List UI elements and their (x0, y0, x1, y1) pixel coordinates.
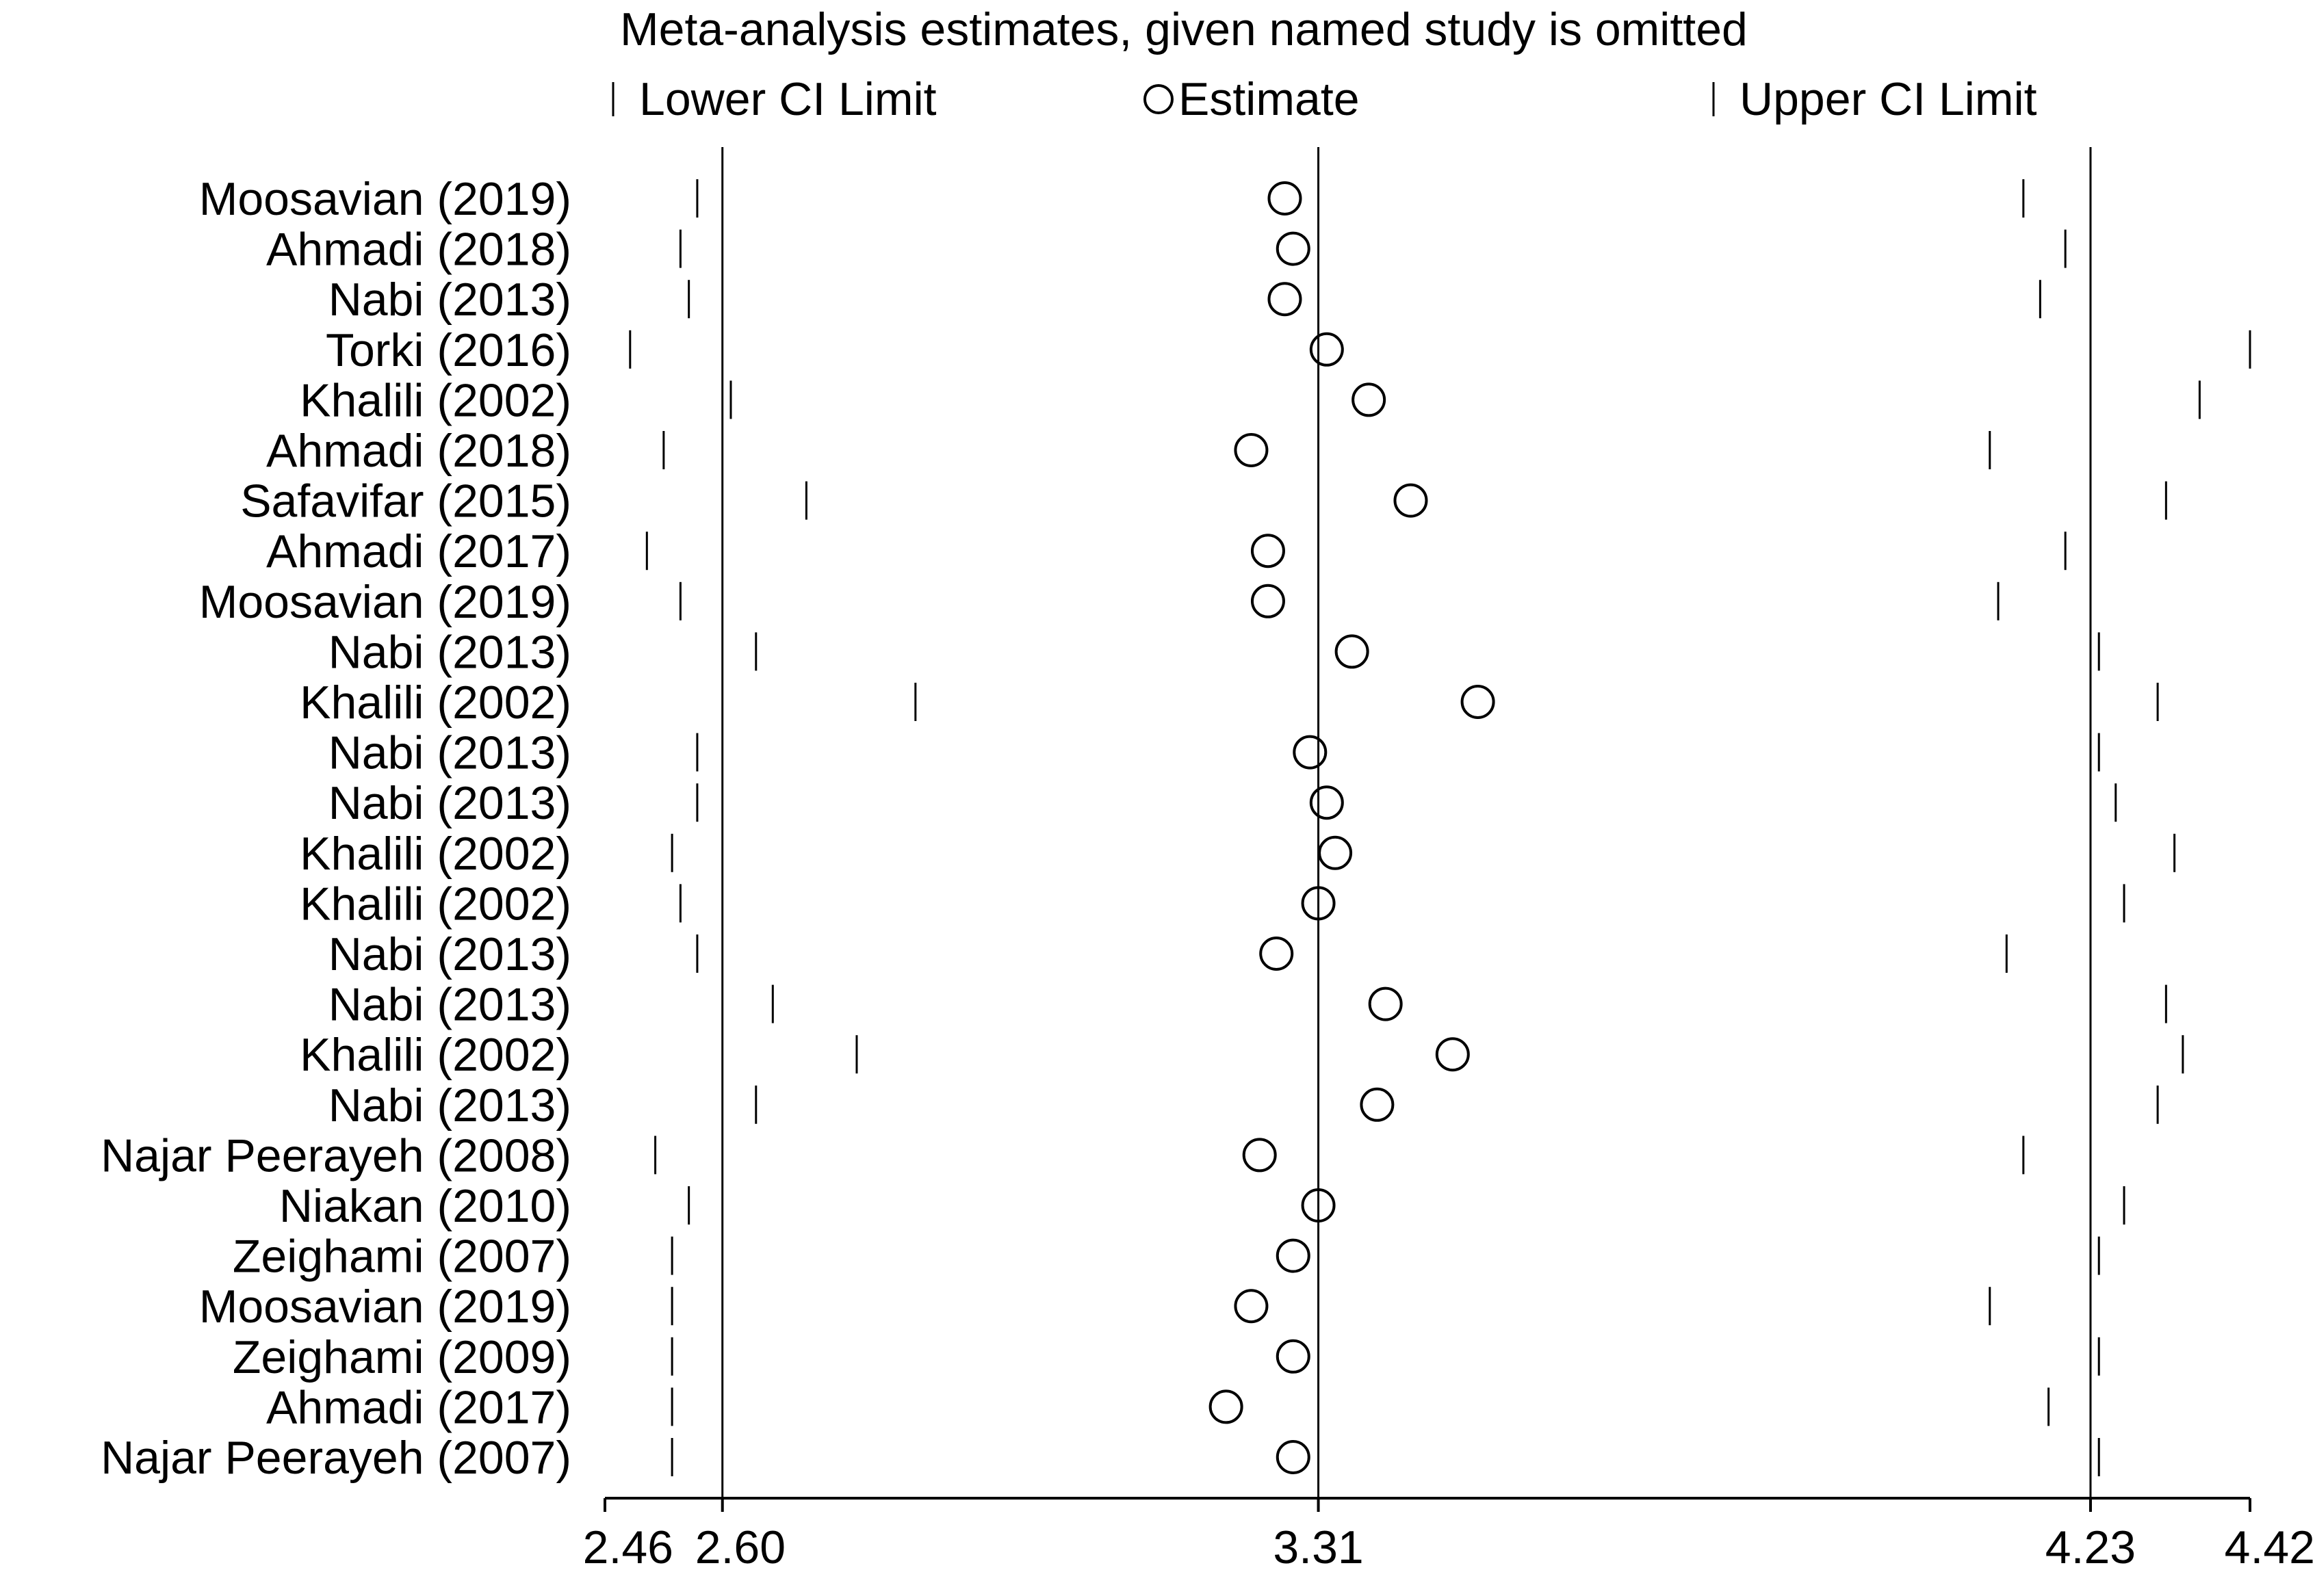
study-label: Zeighami (2007) (233, 1231, 571, 1283)
estimate-marker (1276, 1238, 1310, 1273)
study-row: Khalili (2002) (300, 374, 2201, 426)
legend-label: Lower CI Limit (639, 73, 937, 125)
study-row: Nabi (2013) (328, 274, 2041, 326)
study-label: Khalili (2002) (300, 828, 571, 880)
estimate-marker (1276, 1440, 1310, 1474)
study-label: Safavifar (2015) (240, 475, 571, 527)
study-label: Nabi (2013) (328, 626, 571, 678)
study-label: Ahmadi (2017) (266, 525, 571, 577)
study-row: Ahmadi (2017) (266, 1381, 2050, 1433)
legend-label: Estimate (1178, 73, 1360, 125)
estimate-marker (1259, 937, 1294, 971)
study-row: Zeighami (2007) (233, 1231, 2100, 1283)
estimate-marker (1309, 332, 1344, 367)
study-row: Najar Peerayeh (2008) (101, 1129, 2025, 1181)
study-label: Khalili (2002) (300, 677, 571, 729)
study-row: Khalili (2002) (300, 677, 2159, 729)
study-label: Nabi (2013) (328, 727, 571, 779)
estimate-marker (1234, 1289, 1269, 1324)
study-row: Khalili (2002) (300, 1029, 2184, 1081)
study-row: Nabi (2013) (328, 928, 2008, 980)
study-label: Najar Peerayeh (2008) (101, 1129, 571, 1181)
study-row: Khalili (2002) (300, 828, 2176, 880)
study-label: Torki (2016) (326, 324, 571, 376)
study-label: Nabi (2013) (328, 777, 571, 829)
estimate-marker (1460, 685, 1495, 719)
study-row: Safavifar (2015) (240, 475, 2167, 527)
study-label: Khalili (2002) (300, 1029, 571, 1081)
legend-item: Upper CI Limit (1712, 73, 2037, 125)
legend-item: Lower CI Limit (612, 73, 937, 125)
study-row: Niakan (2010) (279, 1180, 2125, 1232)
estimate-marker (1393, 483, 1428, 518)
study-label: Moosavian (2019) (199, 1281, 571, 1333)
estimate-marker (1250, 584, 1285, 618)
study-row: Moosavian (2019) (199, 173, 2025, 225)
x-tick-label: 3.31 (1273, 1521, 1363, 1573)
x-tick-label: 4.42 (2225, 1521, 2315, 1573)
study-row: Nabi (2013) (328, 727, 2100, 779)
study-row: Ahmadi (2018) (266, 224, 2067, 276)
study-label: Ahmadi (2018) (266, 224, 571, 276)
study-row: Ahmadi (2018) (266, 425, 1991, 477)
estimate-marker (1368, 986, 1403, 1021)
study-row: Zeighami (2009) (233, 1331, 2100, 1383)
estimate-marker (1301, 886, 1336, 921)
study-row: Najar Peerayeh (2007) (101, 1432, 2100, 1484)
study-label: Najar Peerayeh (2007) (101, 1432, 571, 1484)
estimate-marker (1301, 1188, 1336, 1222)
estimate-marker (1250, 534, 1285, 568)
study-row: Nabi (2013) (328, 979, 2167, 1031)
estimate-marker (1267, 181, 1302, 215)
study-row: Ahmadi (2017) (266, 525, 2067, 577)
study-label: Ahmadi (2018) (266, 425, 571, 477)
estimate-marker (1208, 1389, 1243, 1424)
estimate-marker (1334, 634, 1369, 669)
study-label: Khalili (2002) (300, 374, 571, 426)
estimate-marker (1242, 1138, 1277, 1173)
study-row: Moosavian (2019) (199, 576, 2000, 628)
study-label: Nabi (2013) (328, 1080, 571, 1131)
study-label: Moosavian (2019) (199, 576, 571, 628)
estimate-marker (1309, 785, 1344, 820)
legend-circle-symbol (1143, 84, 1174, 114)
estimate-marker (1318, 835, 1353, 870)
study-row: Torki (2016) (326, 324, 2251, 376)
study-row: Khalili (2002) (300, 878, 2125, 930)
study-label: Niakan (2010) (279, 1180, 571, 1232)
study-label: Nabi (2013) (328, 928, 571, 980)
legend: Lower CI Limit Estimate Upper CI Limit (612, 73, 2037, 125)
estimate-marker (1435, 1037, 1470, 1072)
study-label: Zeighami (2009) (233, 1331, 571, 1383)
estimate-marker (1267, 282, 1302, 317)
study-label: Khalili (2002) (300, 878, 571, 930)
estimate-marker (1293, 735, 1328, 770)
legend-label: Upper CI Limit (1740, 73, 2037, 125)
estimate-marker (1360, 1087, 1395, 1122)
study-label: Nabi (2013) (328, 979, 571, 1031)
legend-item: Estimate (1143, 73, 1360, 125)
study-label: Ahmadi (2017) (266, 1381, 571, 1433)
study-label: Nabi (2013) (328, 274, 571, 326)
study-label: Moosavian (2019) (199, 173, 571, 225)
chart-title: Meta-analysis estimates, given named stu… (620, 3, 1748, 55)
study-row: Moosavian (2019) (199, 1281, 1991, 1333)
estimate-marker (1352, 382, 1386, 417)
study-row: Nabi (2013) (328, 777, 2117, 829)
x-tick-label: 2.46 (583, 1521, 673, 1573)
x-tick-label: 2.60 (695, 1521, 786, 1573)
estimate-marker (1234, 433, 1269, 467)
estimate-marker (1276, 231, 1310, 266)
study-row: Nabi (2013) (328, 626, 2100, 678)
x-tick-label: 4.23 (2045, 1521, 2136, 1573)
estimate-marker (1276, 1339, 1310, 1374)
study-row: Nabi (2013) (328, 1080, 2159, 1131)
